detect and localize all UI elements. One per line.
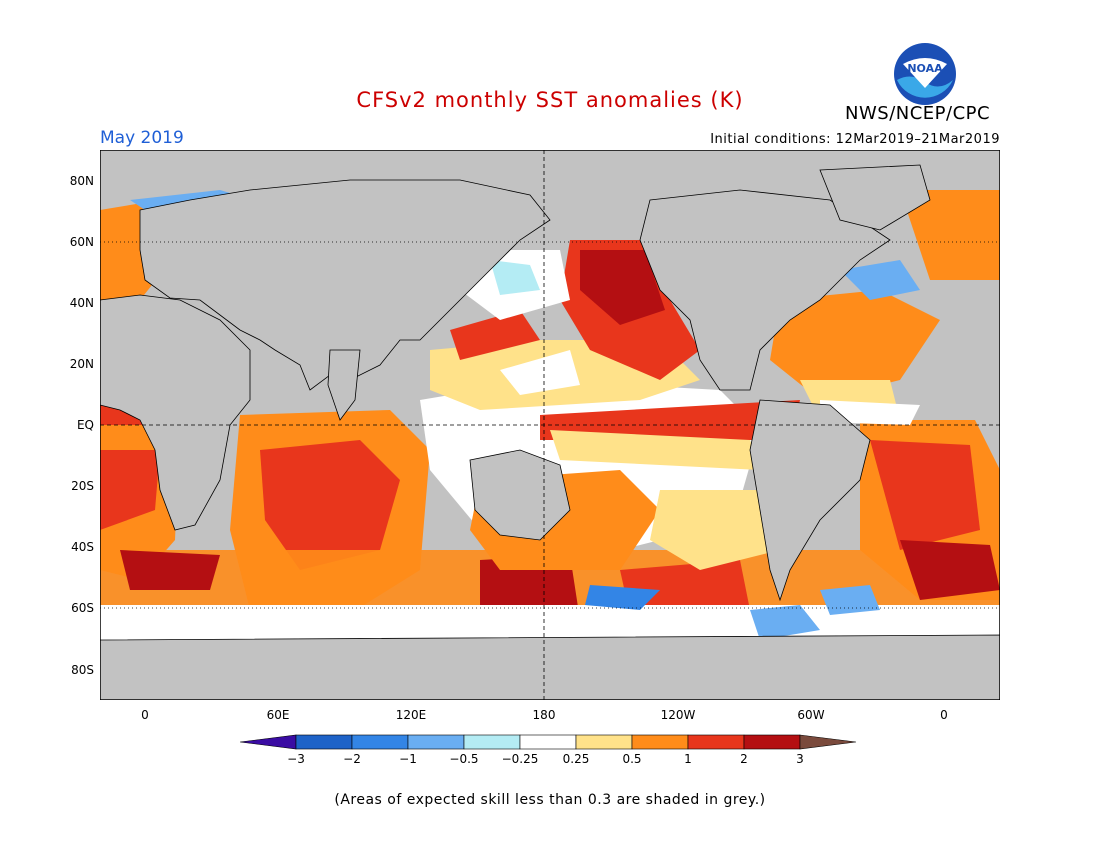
lon-label-120w: 120W (660, 708, 696, 722)
initial-conditions: Initial conditions: 12Mar2019–21Mar2019 (710, 132, 1000, 147)
colorbar-segment (407, 734, 465, 750)
lon-label-60e: 60E (266, 708, 290, 722)
colorbar-segment (743, 734, 801, 750)
colorbar-segment (687, 734, 745, 750)
lon-label-0-east: 0 (940, 708, 948, 722)
lat-label-40s: 40S (71, 540, 94, 554)
grid-lines (100, 150, 1000, 700)
colorbar-segment (295, 734, 353, 750)
colorbar-segment (463, 734, 521, 750)
lat-label-60s: 60S (71, 601, 94, 615)
lat-label-eq: EQ (76, 418, 94, 432)
colorbar-tick-label: 1 (684, 752, 692, 766)
colorbar-segment (631, 734, 689, 750)
colorbar-tick-label: −3 (287, 752, 305, 766)
lat-label-80s: 80S (71, 663, 94, 677)
skill-footnote: (Areas of expected skill less than 0.3 a… (334, 792, 766, 808)
agency-label: NWS/NCEP/CPC (845, 103, 991, 124)
colorbar-segment (519, 734, 577, 750)
colorbar-tick-label: 0.25 (562, 752, 590, 766)
colorbar-tick-label: 0.5 (622, 752, 642, 766)
colorbar-segment (351, 734, 409, 750)
lon-label-120e: 120E (395, 708, 427, 722)
colorbar-tick-label: −1 (399, 752, 417, 766)
lat-label-40n: 40N (69, 296, 94, 310)
lat-label-20n: 20N (69, 357, 94, 371)
lon-label-60w: 60W (797, 708, 825, 722)
colorbar-tick-label: −2 (343, 752, 361, 766)
logo-text: NOAA (907, 62, 943, 75)
chart-title: CFSv2 monthly SST anomalies (K) (356, 88, 744, 112)
sst-anomaly-map (100, 150, 1000, 700)
colorbar-tick-label: −0.5 (449, 752, 479, 766)
target-month: May 2019 (100, 128, 184, 148)
colorbar-tick-label: 3 (796, 752, 804, 766)
colorbar-tick-label: −0.25 (501, 752, 539, 766)
ocean-field (100, 190, 1000, 645)
lon-label-0-west: 0 (141, 708, 149, 722)
colorbar-tick-label: 2 (740, 752, 748, 766)
lat-label-20s: 20S (71, 479, 94, 493)
noaa-logo: NOAA (894, 43, 956, 105)
colorbar-arrow-low (240, 734, 297, 750)
colorbar-segment (575, 734, 633, 750)
lon-label-180: 180 (532, 708, 556, 722)
lat-label-60n: 60N (69, 235, 94, 249)
lat-label-80n: 80N (69, 174, 94, 188)
colorbar (240, 734, 857, 750)
colorbar-arrow-high (799, 734, 857, 750)
land-masses (100, 164, 1000, 700)
